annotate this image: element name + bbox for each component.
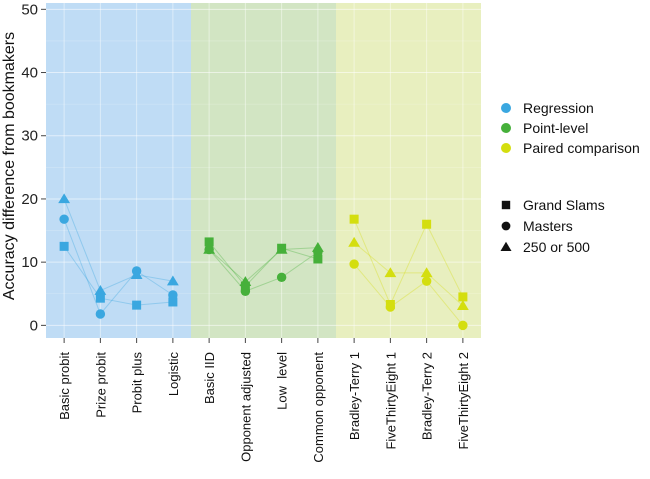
- point-square: [349, 214, 359, 224]
- series-line-250-or-500: [353, 242, 464, 307]
- y-axis: 0 10 20 30 40 50: [21, 1, 46, 334]
- point-circle: [59, 214, 69, 224]
- x-tick-label: Opponent adjusted: [238, 352, 253, 462]
- series-line-masters: [353, 263, 464, 326]
- point-circle: [458, 320, 468, 331]
- point-triangle: [456, 300, 469, 310]
- legend-color-label: Regression: [523, 100, 594, 116]
- series-line-grand-slams: [353, 218, 464, 306]
- point-triangle: [166, 275, 179, 286]
- point-circle: [385, 302, 396, 312]
- point-square: [204, 237, 214, 247]
- point-circle: [168, 290, 178, 300]
- point-triangle: [384, 267, 397, 278]
- point-circle: [421, 276, 432, 286]
- y-tick-label: 10: [21, 254, 38, 271]
- point-triangle: [348, 236, 361, 247]
- x-tick-label: Low level: [275, 352, 290, 410]
- point-circle: [276, 272, 287, 283]
- x-tick-label: Prize probit: [93, 352, 108, 418]
- y-tick-label: 20: [21, 191, 38, 208]
- y-tick-label: 0: [30, 317, 38, 334]
- point-triangle: [203, 243, 216, 254]
- point-circle: [349, 259, 359, 269]
- point-square: [132, 300, 142, 310]
- x-axis: Basic probit Prize probit Probit plus Logis…: [57, 338, 471, 463]
- point-triangle: [311, 241, 324, 252]
- series-line-250-or-500: [208, 247, 318, 283]
- point-circle: [95, 309, 106, 319]
- legend-shape-label: Grand Slams: [523, 197, 605, 213]
- data-points: [58, 193, 469, 331]
- point-triangle: [275, 243, 288, 254]
- group-band-point-level: [191, 3, 336, 338]
- series-line-masters: [63, 218, 174, 315]
- legend-color-key: [501, 143, 511, 153]
- point-square: [422, 219, 432, 229]
- series-line-grand-slams: [208, 241, 319, 287]
- legend-shape-label: 250 or 500: [523, 239, 590, 255]
- legend-color-label: Point-level: [523, 120, 588, 136]
- point-triangle: [58, 193, 71, 204]
- x-tick-label: FiveThirtyEight 2: [456, 352, 471, 450]
- y-axis-title: Accuracy difference from bookmakers: [1, 32, 18, 300]
- x-tick-label: Probit plus: [130, 352, 145, 414]
- legend-color-key: [501, 123, 511, 133]
- legend-shape-label: Masters: [523, 218, 573, 234]
- point-triangle: [239, 276, 252, 286]
- point-square: [458, 292, 468, 302]
- x-tick-label: Common opponent: [311, 352, 326, 463]
- y-tick-label: 40: [21, 65, 38, 82]
- x-tick-label: Basic probit: [57, 352, 72, 420]
- legend-color-label: Paired comparison: [523, 140, 640, 156]
- legend: Regression Point-level Paired comparison Gr…: [500, 100, 640, 255]
- point-circle: [240, 286, 251, 296]
- x-tick-label: Basic IID: [202, 352, 217, 404]
- y-tick-label: 50: [21, 1, 38, 18]
- point-triangle: [420, 267, 433, 278]
- x-tick-label: Bradley-Terry 1: [347, 352, 362, 440]
- x-tick-label: FiveThirtyEight 1: [383, 352, 398, 450]
- point-square: [240, 281, 250, 291]
- legend-shape-key: [501, 221, 511, 231]
- y-tick-label: 30: [21, 128, 38, 145]
- point-triangle: [94, 284, 107, 295]
- series-line-250-or-500: [63, 198, 173, 292]
- point-square: [168, 297, 178, 307]
- series-line-grand-slams: [63, 246, 173, 306]
- group-band-regression: [46, 3, 191, 338]
- point-square: [95, 293, 105, 303]
- series-line-masters: [208, 249, 319, 292]
- point-triangle: [130, 269, 143, 280]
- series-lines: [63, 198, 464, 326]
- group-band-paired-comparison: [336, 3, 481, 338]
- x-tick-label: Bradley-Terry 2: [420, 352, 435, 440]
- legend-shape-key: [501, 200, 511, 210]
- x-tick-label: Logistic: [166, 352, 181, 397]
- point-square: [313, 254, 323, 264]
- legend-color-key: [501, 103, 511, 113]
- point-square: [59, 241, 69, 251]
- legend-shape-key: [500, 241, 512, 251]
- group-backgrounds: [46, 3, 481, 338]
